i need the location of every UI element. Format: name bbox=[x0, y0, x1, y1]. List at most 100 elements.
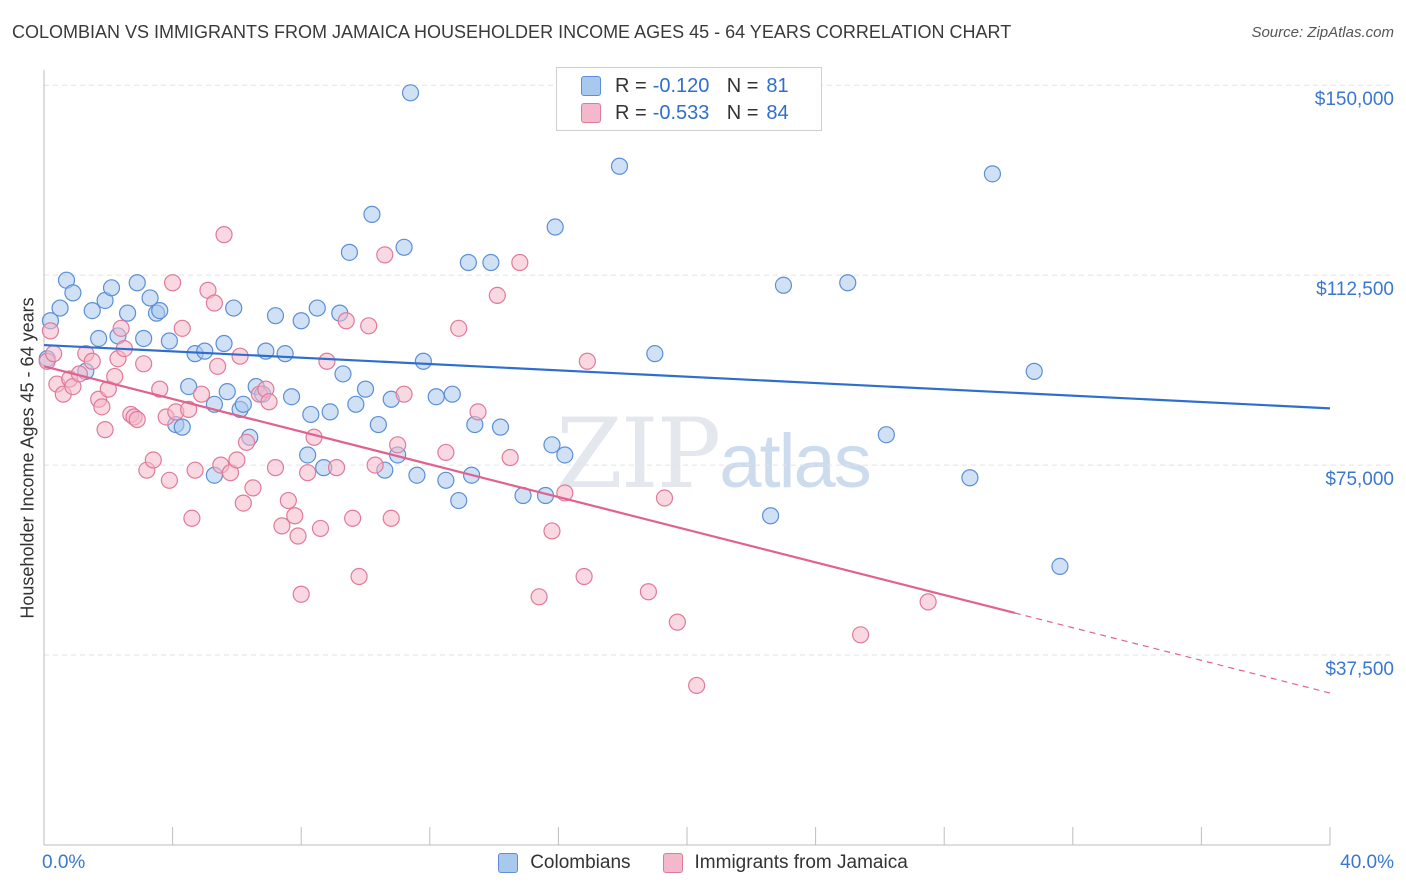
y-tick-label: $75,000 bbox=[1325, 469, 1394, 491]
data-point bbox=[90, 329, 108, 348]
data-point bbox=[209, 357, 227, 375]
data-point bbox=[273, 517, 291, 535]
x-tick-label-max: 40.0% bbox=[1340, 852, 1394, 873]
data-point bbox=[192, 385, 211, 403]
data-point bbox=[311, 519, 330, 538]
data-point bbox=[128, 274, 146, 292]
data-point bbox=[231, 347, 249, 365]
legend-n-label: N = bbox=[726, 74, 759, 97]
trend-line-jamaica bbox=[43, 365, 1016, 615]
data-point bbox=[196, 342, 214, 360]
legend-r-value: -0.533 bbox=[652, 101, 710, 124]
data-point bbox=[401, 84, 420, 102]
source-label: Source: ZipAtlas.com bbox=[1251, 24, 1394, 41]
data-point bbox=[482, 253, 500, 272]
data-point bbox=[1051, 557, 1069, 576]
data-point bbox=[321, 403, 339, 421]
data-point bbox=[839, 274, 857, 292]
data-point bbox=[234, 494, 252, 512]
data-point bbox=[376, 246, 394, 264]
data-point bbox=[225, 299, 243, 317]
data-point bbox=[578, 352, 596, 370]
data-point bbox=[501, 448, 519, 467]
trend-lines bbox=[43, 343, 1331, 694]
trend-line-jamaica-extension bbox=[1014, 612, 1331, 694]
data-point bbox=[244, 479, 262, 497]
data-point bbox=[151, 302, 169, 320]
data-point bbox=[356, 380, 375, 398]
legend-r-label: R = bbox=[615, 101, 647, 124]
data-point bbox=[546, 218, 564, 236]
data-point bbox=[234, 395, 252, 413]
data-point bbox=[151, 380, 169, 398]
series-legend: Colombians Immigrants from Jamaica bbox=[0, 852, 1406, 874]
data-point bbox=[688, 676, 706, 695]
data-point bbox=[135, 355, 153, 373]
legend-row-colombians: R = -0.120 N = 81 bbox=[581, 73, 789, 99]
data-point bbox=[543, 436, 561, 454]
legend-item-colombians[interactable]: Colombians bbox=[498, 852, 631, 874]
data-point bbox=[450, 319, 468, 337]
data-point bbox=[427, 388, 445, 406]
data-point bbox=[41, 322, 60, 340]
data-point bbox=[983, 165, 1002, 183]
data-point bbox=[961, 469, 979, 487]
data-point bbox=[173, 319, 191, 337]
series-colombians bbox=[38, 84, 1069, 576]
grid-lines bbox=[44, 84, 1390, 656]
data-point bbox=[128, 410, 146, 429]
data-point bbox=[369, 415, 387, 434]
data-point bbox=[141, 289, 159, 307]
x-tick-label-min: 0.0% bbox=[42, 852, 86, 873]
data-point bbox=[350, 567, 368, 586]
data-point bbox=[286, 507, 304, 525]
watermark-zip: ZIP bbox=[556, 398, 721, 510]
data-point bbox=[93, 398, 111, 416]
data-point bbox=[279, 491, 297, 510]
data-point bbox=[299, 446, 317, 464]
legend-swatch-pink bbox=[581, 103, 601, 123]
data-point bbox=[761, 507, 780, 525]
data-point bbox=[135, 329, 153, 348]
axes bbox=[43, 70, 1331, 846]
data-point bbox=[205, 294, 223, 312]
data-point bbox=[543, 522, 561, 540]
data-point bbox=[511, 253, 529, 272]
data-point bbox=[102, 279, 121, 297]
legend-swatch-blue bbox=[498, 853, 519, 873]
data-point bbox=[852, 626, 870, 644]
data-point bbox=[1025, 362, 1043, 380]
chart-title: COLOMBIAN VS IMMIGRANTS FROM JAMAICA HOU… bbox=[12, 22, 1012, 42]
legend-swatch-blue bbox=[581, 76, 601, 96]
data-point bbox=[266, 459, 285, 477]
data-point bbox=[639, 583, 658, 601]
data-point bbox=[266, 307, 285, 325]
legend-label: Colombians bbox=[530, 852, 631, 873]
legend-r-value: -0.120 bbox=[652, 74, 710, 97]
y-tick-label: $37,500 bbox=[1325, 659, 1394, 681]
legend-item-jamaica[interactable]: Immigrants from Jamaica bbox=[662, 852, 908, 874]
data-point bbox=[459, 253, 477, 272]
data-point bbox=[292, 585, 310, 603]
data-point bbox=[646, 345, 664, 363]
data-point bbox=[289, 527, 307, 545]
data-point bbox=[180, 377, 198, 396]
data-point bbox=[308, 299, 326, 317]
trend-line-colombians bbox=[43, 343, 1331, 410]
data-point bbox=[414, 352, 432, 370]
data-point bbox=[395, 385, 413, 403]
data-point bbox=[180, 400, 198, 418]
data-point bbox=[215, 226, 233, 244]
data-point bbox=[228, 451, 246, 469]
series-jamaica bbox=[38, 226, 937, 695]
data-point bbox=[610, 157, 629, 175]
data-point bbox=[299, 464, 317, 482]
data-point bbox=[450, 491, 468, 510]
data-point bbox=[215, 334, 233, 353]
data-point bbox=[64, 284, 82, 302]
y-tick-label: $150,000 bbox=[1314, 89, 1394, 111]
data-point bbox=[530, 588, 548, 606]
data-point bbox=[51, 299, 69, 317]
data-point bbox=[919, 593, 937, 611]
